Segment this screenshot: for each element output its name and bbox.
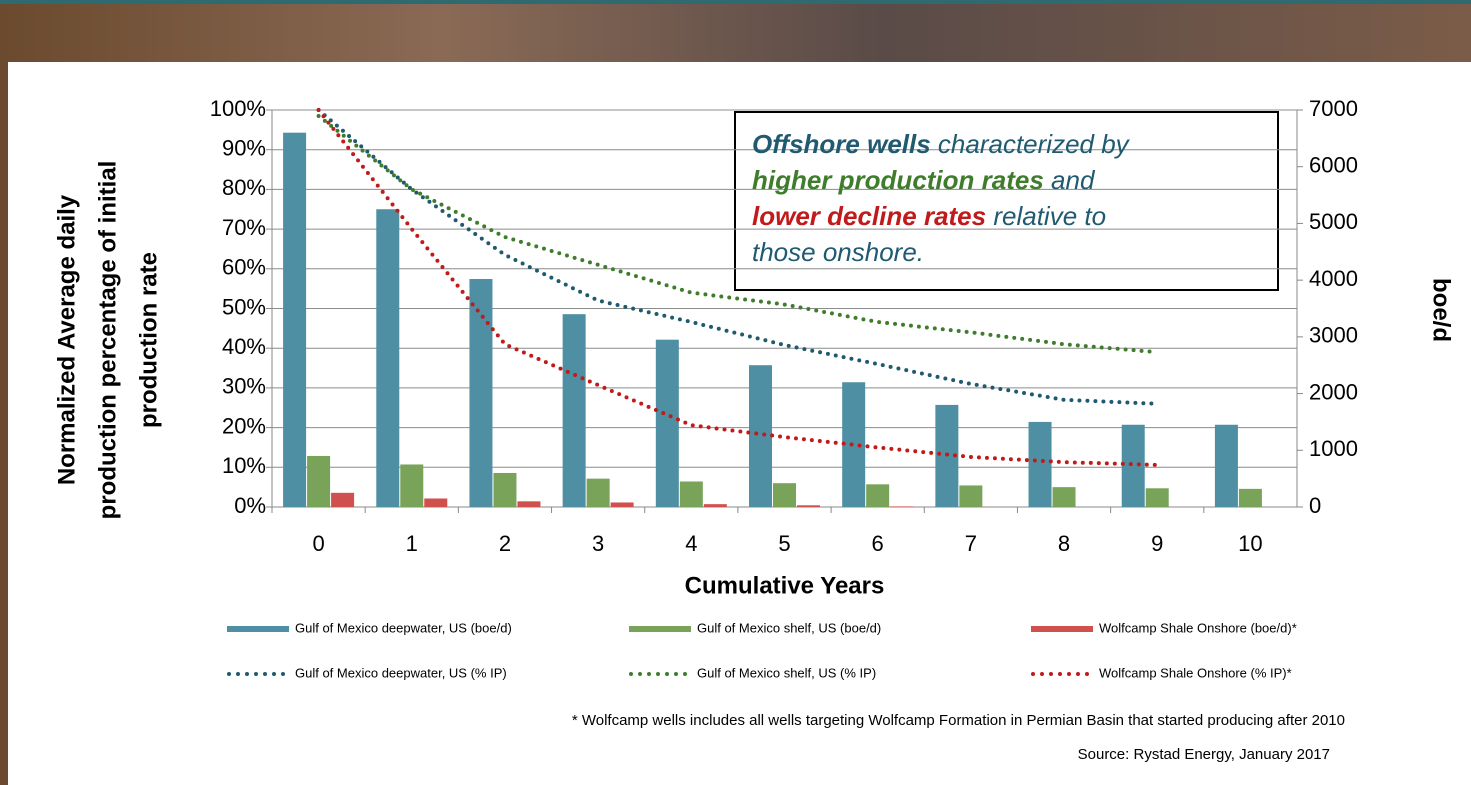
y-tick-label: 0%: [234, 493, 266, 518]
annotation-segment: lower decline rates: [752, 201, 986, 231]
x-tick-label: 6: [872, 531, 884, 556]
bar: [283, 133, 306, 507]
bar: [797, 505, 820, 507]
annotation-line: lower decline rates relative to: [752, 201, 1106, 231]
bar: [773, 483, 796, 507]
x-tick-label: 5: [778, 531, 790, 556]
y-axis-label: production percentage of initial: [94, 161, 121, 520]
legend-label: Wolfcamp Shale Onshore (boe/d)*: [1099, 620, 1297, 635]
x-tick-label: 8: [1058, 531, 1070, 556]
annotation-segment: characterized by: [931, 129, 1131, 159]
bar: [1215, 425, 1238, 507]
x-tick-label: 9: [1151, 531, 1163, 556]
legend-label: Gulf of Mexico shelf, US (boe/d): [697, 620, 881, 635]
y-tick-label: 30%: [222, 374, 266, 399]
bar: [866, 484, 889, 507]
y2-tick-label: 0: [1309, 493, 1321, 518]
annotation-segment: Offshore wells: [752, 129, 931, 159]
bar: [611, 502, 634, 507]
y2-tick-label: 1000: [1309, 436, 1358, 461]
x-tick-label: 1: [406, 531, 418, 556]
y-tick-label: 20%: [222, 413, 266, 438]
y-tick-label: 40%: [222, 334, 266, 359]
page: 0%10%20%30%40%50%60%70%80%90%100%0100020…: [0, 0, 1471, 785]
footnote: * Wolfcamp wells includes all wells targ…: [572, 712, 1345, 729]
bar: [1146, 488, 1169, 507]
bar: [1122, 425, 1145, 507]
chart: 0%10%20%30%40%50%60%70%80%90%100%0100020…: [0, 0, 1471, 785]
bar: [517, 501, 540, 507]
y-tick-label: 60%: [222, 255, 266, 280]
bar: [307, 456, 330, 507]
bar: [656, 340, 679, 507]
bar: [1029, 422, 1052, 507]
bar: [680, 481, 703, 507]
top-band: [0, 0, 1471, 4]
y-axis-label: Normalized Average daily: [53, 194, 80, 485]
bar: [424, 498, 447, 507]
bar: [959, 485, 982, 507]
y-tick-label: 50%: [222, 294, 266, 319]
y-tick-label: 90%: [222, 136, 266, 161]
y-axis-label: production rate: [135, 252, 162, 428]
bar: [376, 209, 399, 507]
annotation-line: those onshore.: [752, 237, 924, 267]
x-tick-label: 0: [312, 531, 324, 556]
bar: [469, 279, 492, 507]
bar: [1239, 489, 1262, 507]
y2-tick-label: 4000: [1309, 266, 1358, 291]
x-axis-label: Cumulative Years: [685, 572, 885, 599]
annotation-segment: relative to: [986, 201, 1106, 231]
legend-label: Wolfcamp Shale Onshore (% IP)*: [1099, 665, 1292, 680]
x-tick-label: 2: [499, 531, 511, 556]
bar: [842, 382, 865, 507]
legend-label: Gulf of Mexico deepwater, US (boe/d): [295, 620, 512, 635]
bar: [749, 365, 772, 507]
legend-label: Gulf of Mexico shelf, US (% IP): [697, 665, 876, 680]
y2-tick-label: 7000: [1309, 96, 1358, 121]
y2-tick-label: 3000: [1309, 323, 1358, 348]
bar: [890, 506, 913, 507]
bar: [331, 493, 354, 507]
bar: [400, 464, 423, 507]
bar: [1053, 487, 1076, 507]
y-tick-label: 80%: [222, 175, 266, 200]
y-tick-label: 100%: [210, 96, 266, 121]
y2-axis-label: boe/d: [1428, 278, 1455, 342]
annotation-line: Offshore wells characterized by: [752, 129, 1131, 159]
x-tick-label: 4: [685, 531, 697, 556]
bar: [704, 504, 727, 507]
x-tick-label: 3: [592, 531, 604, 556]
source: Source: Rystad Energy, January 2017: [1078, 746, 1330, 763]
x-tick-label: 7: [965, 531, 977, 556]
x-tick-label: 10: [1238, 531, 1262, 556]
annotation-segment: and: [1044, 165, 1096, 195]
y2-tick-label: 5000: [1309, 209, 1358, 234]
annotation-segment: those onshore.: [752, 237, 924, 267]
y2-tick-label: 2000: [1309, 379, 1358, 404]
annotation-segment: higher production rates: [752, 165, 1044, 195]
y2-tick-label: 6000: [1309, 153, 1358, 178]
legend-label: Gulf of Mexico deepwater, US (% IP): [295, 665, 507, 680]
y-tick-label: 70%: [222, 215, 266, 240]
bar: [587, 479, 610, 507]
y-tick-label: 10%: [222, 453, 266, 478]
bar: [493, 473, 516, 507]
bar: [563, 314, 586, 507]
annotation-line: higher production rates and: [752, 165, 1096, 195]
